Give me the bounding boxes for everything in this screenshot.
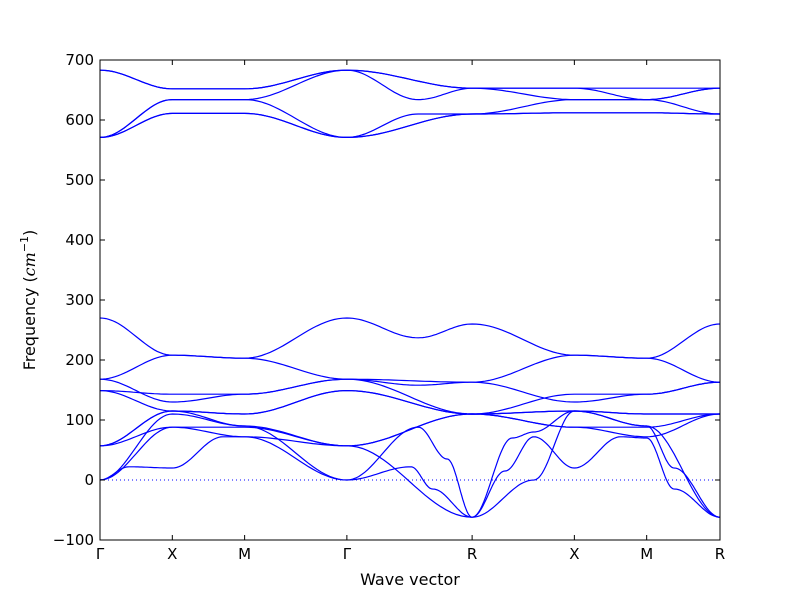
x-tick-label: X	[167, 545, 177, 563]
y-axis-label: Frequency (cm−1)	[18, 230, 39, 371]
band-line-15	[99, 436, 721, 518]
y-axis-label-exponent: −1	[18, 236, 31, 252]
x-tick-label: X	[569, 545, 579, 563]
band-line-12	[99, 389, 720, 447]
phonon-bands	[99, 69, 721, 518]
x-tick-label: Γ	[96, 545, 105, 563]
y-tick-label: 600	[65, 111, 94, 129]
y-tick-label: −100	[53, 531, 94, 549]
band-line-14	[99, 413, 721, 481]
y-tick-label: 500	[65, 171, 94, 189]
y-axis-label-close: )	[20, 230, 39, 236]
band-line-3	[99, 69, 720, 138]
y-axis-label-unit: cm	[20, 252, 39, 276]
band-line-17	[99, 410, 721, 518]
x-tick-label: R	[467, 545, 477, 563]
y-tick-label: 300	[65, 291, 94, 309]
y-tick-label: 0	[84, 471, 94, 489]
x-axis-label: Wave vector	[360, 570, 460, 589]
y-axis-label-text: Frequency (	[20, 276, 39, 370]
y-tick-label: 700	[65, 51, 94, 69]
band-line-9	[99, 378, 721, 403]
y-tick-label: 200	[65, 351, 94, 369]
band-line-7	[99, 317, 721, 359]
y-axis-ticks: −100 0 100 200 300 400 500 600 700	[53, 51, 720, 549]
x-tick-label: M	[640, 545, 653, 563]
band-line-8	[99, 354, 721, 386]
band-line-4	[99, 99, 721, 139]
band-line-2	[99, 69, 720, 101]
x-tick-label: M	[238, 545, 251, 563]
plot-frame	[99, 59, 721, 541]
y-tick-label: 400	[65, 231, 94, 249]
x-tick-label: Γ	[343, 545, 352, 563]
y-tick-label: 100	[65, 411, 94, 429]
x-tick-label: R	[715, 545, 725, 563]
band-line-6	[99, 112, 720, 139]
band-line-10	[100, 378, 721, 415]
